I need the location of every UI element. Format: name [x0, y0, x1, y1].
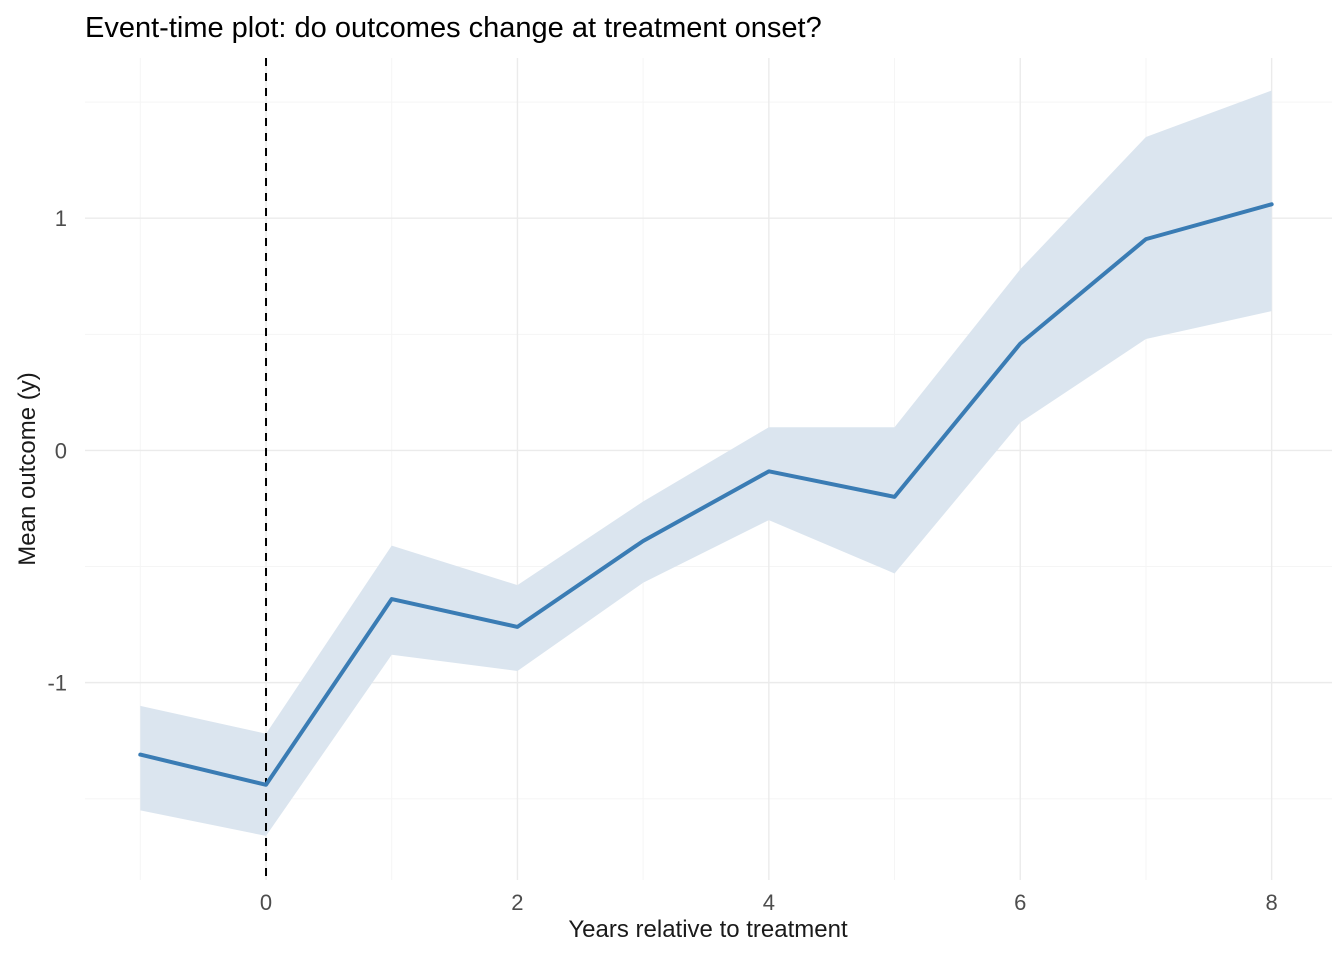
y-tick-label: 0 — [55, 438, 67, 463]
chart-title: Event-time plot: do outcomes change at t… — [85, 12, 822, 44]
y-tick-label: -1 — [47, 671, 67, 696]
x-tick-label: 8 — [1266, 890, 1278, 915]
x-tick-label: 6 — [1014, 890, 1026, 915]
x-axis-label: Years relative to treatment — [568, 916, 848, 943]
y-tick-label: 1 — [55, 206, 67, 231]
x-tick-label: 2 — [511, 890, 523, 915]
x-tick-label: 0 — [260, 890, 272, 915]
mean-outcome-line — [138, 202, 1274, 787]
confidence-ribbon — [140, 90, 1272, 836]
y-axis-label: Mean outcome (y) — [14, 372, 41, 566]
x-tick-label: 4 — [763, 890, 775, 915]
